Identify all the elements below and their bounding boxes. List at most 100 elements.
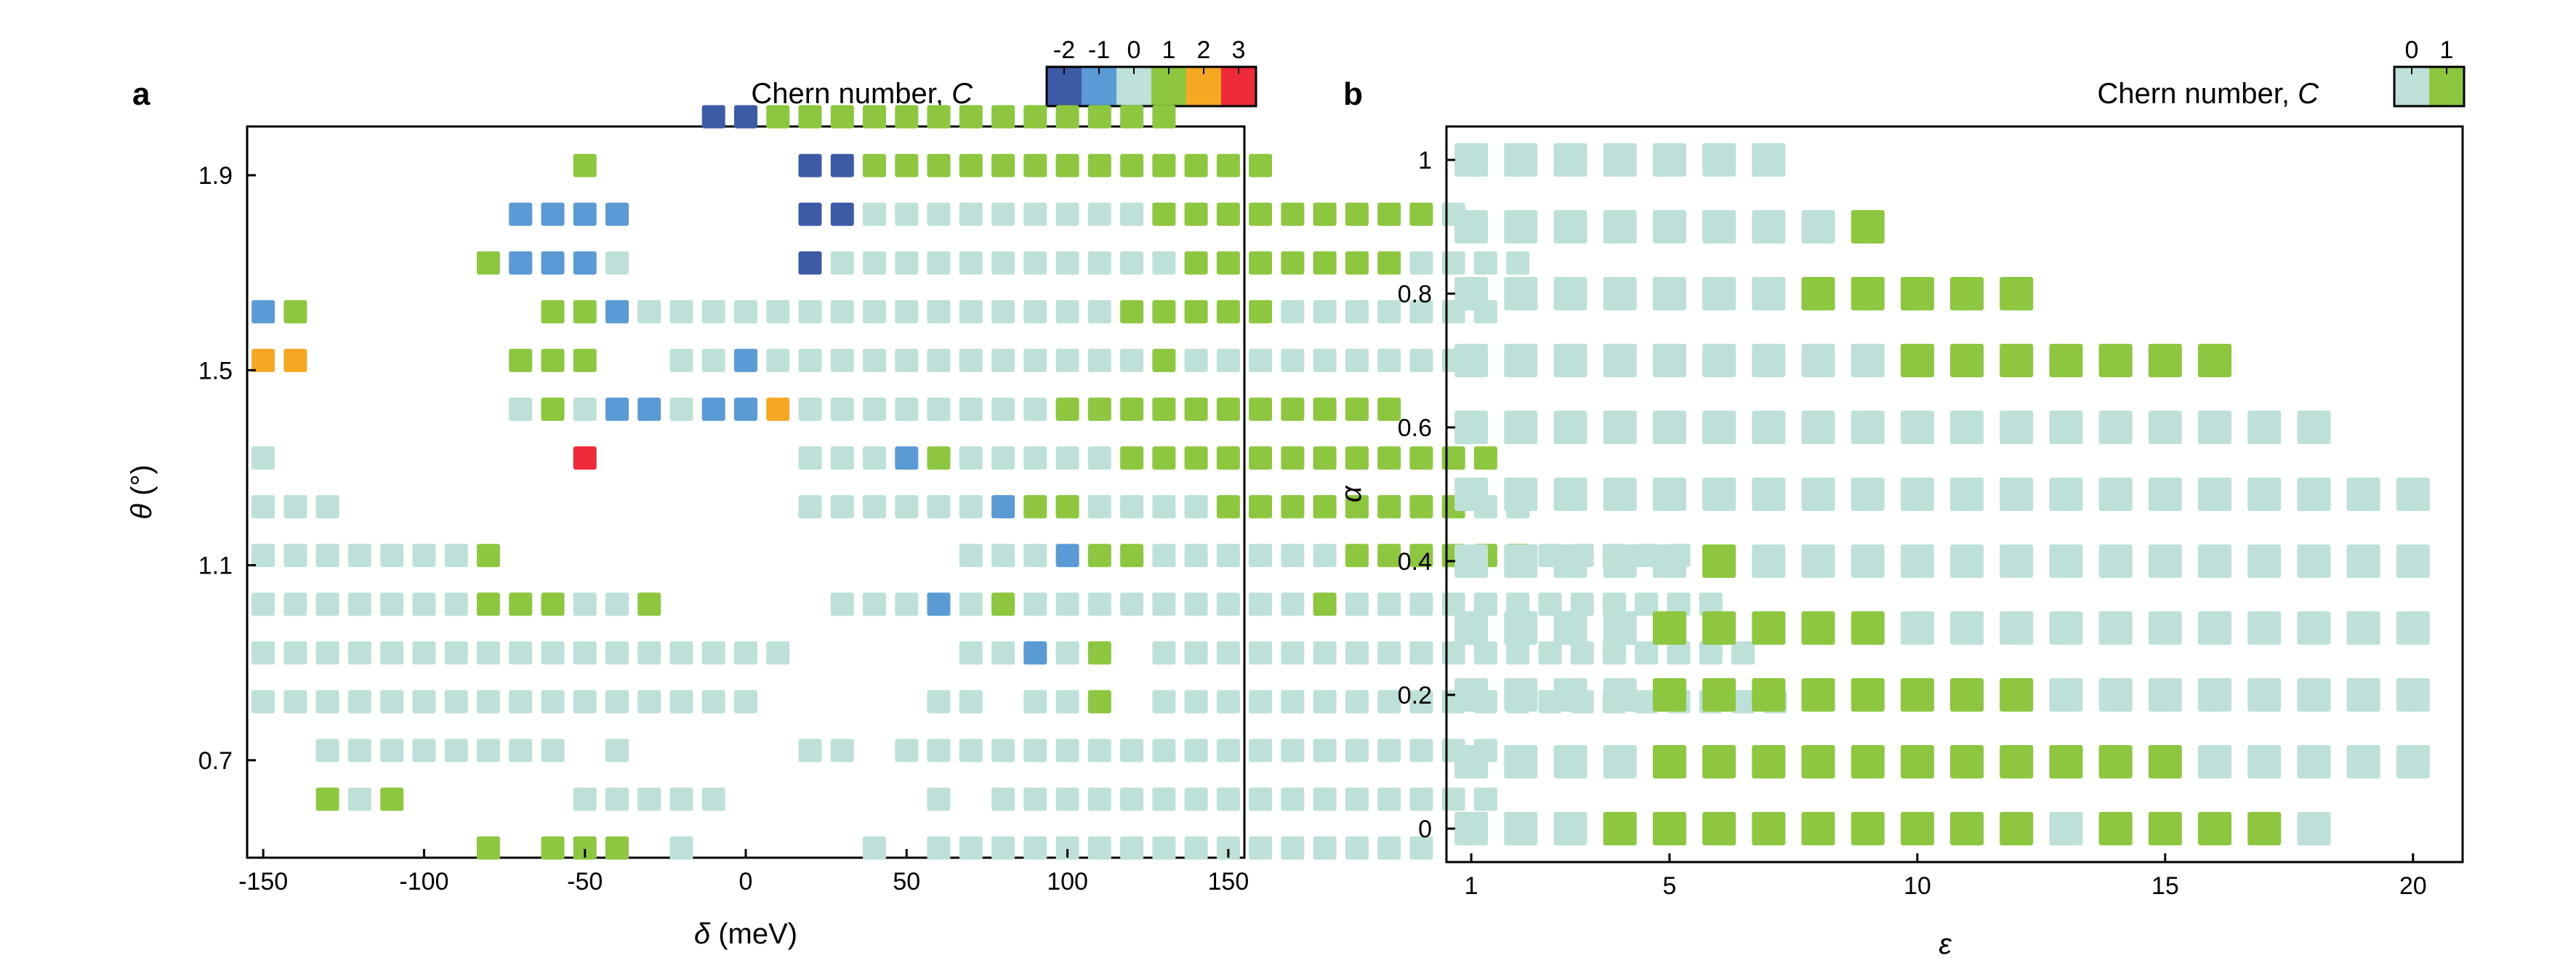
cell	[1184, 348, 1208, 372]
cell	[1023, 836, 1047, 860]
cell	[1087, 641, 1111, 665]
cell	[412, 738, 436, 762]
cell	[412, 690, 436, 714]
cell	[959, 105, 983, 129]
cell	[1023, 153, 1047, 177]
cell	[2198, 478, 2231, 511]
panel-b-x-axis-label: ε	[1939, 928, 1952, 960]
cell	[1249, 836, 1273, 860]
cell	[1950, 745, 1984, 778]
cell	[1345, 398, 1369, 421]
panel-a-y-axis-label: θ (°)	[126, 464, 158, 519]
cell	[830, 495, 854, 519]
cell	[1055, 299, 1079, 323]
cell	[701, 348, 725, 372]
cell	[1851, 344, 1885, 377]
cell	[2396, 611, 2430, 645]
cell	[1702, 411, 1736, 444]
colorbar-tick-label: 1	[2440, 36, 2454, 64]
cell	[1152, 787, 1176, 811]
cell	[283, 641, 307, 665]
cell	[701, 398, 725, 421]
cell	[1752, 210, 1786, 244]
cell	[2148, 611, 2182, 645]
cell	[669, 787, 693, 811]
cell	[863, 202, 886, 226]
cell	[1055, 787, 1079, 811]
cell	[541, 836, 565, 860]
cell	[1553, 678, 1587, 712]
cell	[1023, 105, 1047, 129]
cell	[1152, 544, 1176, 568]
cell	[1702, 812, 1736, 845]
cell	[1409, 641, 1433, 665]
cell	[573, 348, 597, 372]
cell	[2247, 745, 2282, 778]
cell	[1055, 105, 1079, 129]
cell	[1473, 641, 1497, 665]
cell	[605, 398, 629, 421]
cell	[1538, 592, 1562, 616]
cell	[798, 153, 822, 177]
cell	[1055, 202, 1079, 226]
cell	[251, 641, 275, 665]
cell	[1504, 143, 1538, 177]
cell	[1023, 690, 1047, 714]
cell	[1409, 787, 1433, 811]
cell	[1249, 348, 1273, 372]
cell	[830, 738, 854, 762]
y-tick-label: 0	[1418, 816, 1432, 843]
cell	[1216, 641, 1240, 665]
cell	[1553, 143, 1587, 177]
cell	[1087, 153, 1111, 177]
panel-a-y-ticks: 0.7 1.1 1.5 1.9	[198, 162, 256, 775]
cell	[895, 153, 919, 177]
cell	[315, 787, 339, 811]
cell	[1023, 738, 1047, 762]
cell	[1152, 836, 1176, 860]
cell	[347, 544, 371, 568]
cell	[1506, 592, 1530, 616]
cell	[1345, 348, 1369, 372]
cell	[1120, 787, 1144, 811]
cell	[1313, 641, 1337, 665]
cell	[1950, 411, 1984, 444]
cell	[412, 544, 436, 568]
cell	[1152, 299, 1176, 323]
cell	[863, 836, 886, 860]
cell	[2098, 745, 2133, 778]
cell	[1454, 344, 1489, 377]
cell	[1702, 210, 1736, 244]
cell	[959, 544, 983, 568]
cell	[2396, 678, 2430, 712]
cell	[1120, 446, 1144, 470]
cell	[347, 592, 371, 616]
cell	[1506, 251, 1530, 275]
cell	[2049, 478, 2083, 511]
cell	[1377, 690, 1401, 714]
cell	[1635, 690, 1659, 714]
cell	[1313, 202, 1337, 226]
cell	[1950, 277, 1984, 310]
cell	[895, 592, 919, 616]
cell	[734, 690, 757, 714]
cell	[959, 738, 983, 762]
cell	[830, 251, 854, 275]
cell	[1900, 544, 1934, 578]
cell	[895, 495, 919, 519]
cell	[1801, 478, 1835, 511]
cell	[1900, 478, 1934, 511]
cell	[251, 348, 275, 372]
cell	[2297, 544, 2331, 578]
cell	[1752, 745, 1786, 778]
cell	[1055, 446, 1079, 470]
cell	[1504, 812, 1538, 845]
cell	[1667, 592, 1691, 616]
cell	[1023, 787, 1047, 811]
cell	[1184, 299, 1208, 323]
cell	[1851, 678, 1885, 712]
cell	[1023, 398, 1047, 421]
cell	[1345, 592, 1369, 616]
cell	[1087, 495, 1111, 519]
cell	[863, 592, 886, 616]
